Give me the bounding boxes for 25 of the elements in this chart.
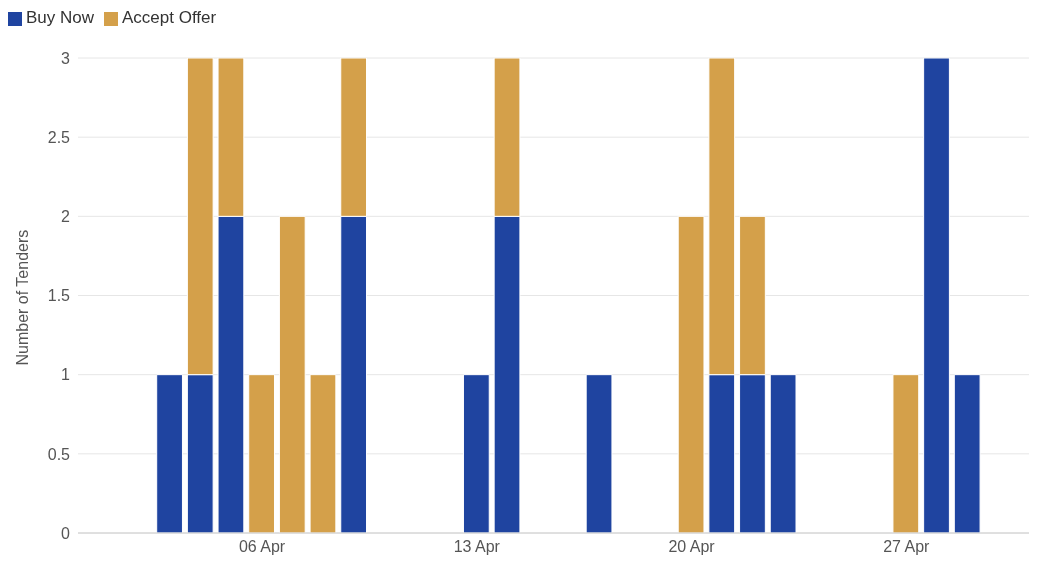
legend-label: Buy Now [26, 8, 95, 27]
bar [309, 374, 337, 533]
bar [923, 58, 950, 533]
x-tick-label: 13 Apr [453, 538, 501, 556]
y-axis-title: Number of Tenders [13, 229, 31, 366]
x-tick-label: 27 Apr [883, 538, 931, 556]
y-tick-label: 2 [61, 208, 71, 226]
y-tick-label: 0.5 [47, 445, 71, 463]
y-tick-label: 2.5 [47, 128, 71, 146]
bar [677, 215, 705, 533]
y-tick-label: 1.5 [47, 287, 71, 305]
bar [462, 374, 490, 533]
bar [769, 374, 797, 533]
bar [156, 374, 183, 533]
bar [892, 374, 920, 533]
bar [585, 374, 613, 533]
y-tick-label: 1 [61, 366, 71, 384]
x-tick-label: 06 Apr [238, 538, 286, 556]
y-tick-label: 3 [61, 49, 71, 67]
x-tick-label: 20 Apr [668, 538, 716, 556]
bar [278, 215, 306, 533]
bar [953, 374, 981, 533]
y-tick-label: 0 [61, 524, 71, 542]
legend-label: Accept Offer [122, 8, 217, 27]
bar [248, 374, 275, 533]
